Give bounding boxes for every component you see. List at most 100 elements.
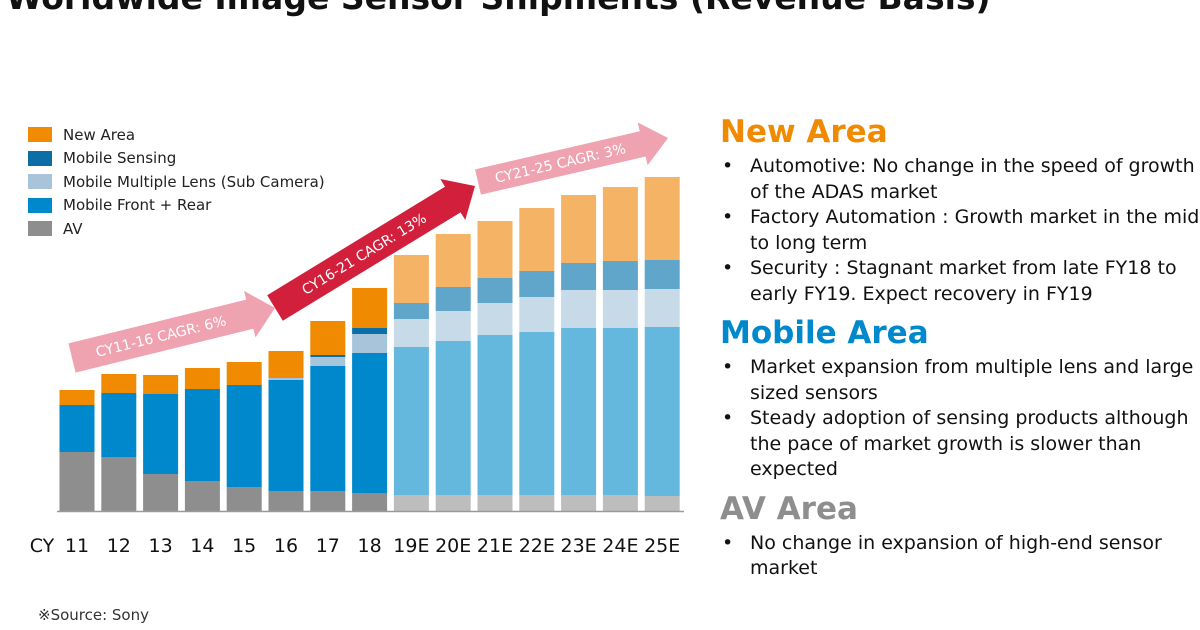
- legend-item: Mobile Sensing: [28, 147, 325, 171]
- bar-segment-new-area: [393, 255, 429, 303]
- x-tick-label: 23E: [561, 535, 597, 557]
- bar-segment-new-area: [435, 234, 471, 287]
- bar-segment-new-area: [352, 288, 388, 328]
- bar-segment-mobile-front-rear: [602, 328, 638, 495]
- bar-segment-mobile-multiple-lens-sub-camera-: [352, 334, 388, 353]
- bar-segment-mobile-sensing: [561, 263, 597, 290]
- bar-segment-new-area: [143, 375, 179, 394]
- bar-segment-av: [226, 487, 262, 511]
- bar-segment-mobile-sensing: [602, 261, 638, 290]
- legend-label: New Area: [63, 125, 136, 144]
- bar-segment-new-area: [268, 351, 304, 378]
- bar-segment-mobile-multiple-lens-sub-camera-: [435, 311, 471, 341]
- legend-label: AV: [63, 219, 83, 238]
- bar-segment-mobile-sensing: [477, 278, 513, 303]
- x-tick-label: 11: [65, 535, 89, 557]
- page-title: Worldwide Image Sensor Shipments (Revenu…: [6, 0, 991, 17]
- bar-segment-new-area: [184, 368, 220, 389]
- bar-segment-av: [393, 495, 429, 511]
- bar-segment-mobile-front-rear: [310, 366, 346, 491]
- bar-segment-av: [310, 491, 346, 511]
- bar-segment-new-area: [101, 374, 137, 393]
- bar-segment-av: [59, 452, 95, 511]
- bar-segment-new-area: [561, 195, 597, 263]
- bar-segment-mobile-front-rear: [477, 335, 513, 495]
- x-tick-label: 17: [316, 535, 340, 557]
- legend-swatch: [28, 174, 52, 190]
- bar-segment-mobile-front-rear: [519, 332, 555, 495]
- bar-segment-av: [602, 495, 638, 511]
- bullet-item: Steady adoption of sensing products alth…: [720, 406, 1200, 483]
- x-tick-label: 13: [149, 535, 173, 557]
- legend-item: Mobile Front + Rear: [28, 194, 325, 218]
- x-tick-label: 22E: [519, 535, 555, 557]
- bar-segment-av: [644, 496, 680, 511]
- bullet-list: No change in expansion of high-end senso…: [720, 531, 1200, 582]
- bullet-item: No change in expansion of high-end senso…: [720, 531, 1200, 582]
- legend-label: Mobile Multiple Lens (Sub Camera): [63, 172, 325, 191]
- bar-segment-mobile-front-rear: [184, 389, 220, 481]
- bar-segment-av: [435, 495, 471, 511]
- bar-segment-mobile-front-rear: [143, 394, 179, 474]
- bullet-item: Factory Automation : Growth market in th…: [720, 205, 1200, 256]
- legend-item: Mobile Multiple Lens (Sub Camera): [28, 170, 325, 194]
- bar-segment-mobile-multiple-lens-sub-camera-: [602, 290, 638, 328]
- bar-segment-new-area: [226, 362, 262, 385]
- section-title: AV Area: [720, 490, 858, 527]
- legend-swatch: [28, 221, 52, 237]
- bar-segment-av: [101, 457, 137, 511]
- bullet-item: Market expansion from multiple lens and …: [720, 355, 1200, 406]
- bar-segment-mobile-front-rear: [435, 341, 471, 495]
- section-title: Mobile Area: [720, 315, 929, 351]
- bar-segment-mobile-multiple-lens-sub-camera-: [268, 378, 304, 380]
- legend-swatch: [28, 127, 52, 143]
- legend-label: Mobile Front + Rear: [63, 196, 212, 215]
- bar-segment-mobile-sensing: [519, 271, 555, 297]
- stacked-bar-chart: CY11-16 CAGR: 6%CY16-21 CAGR: 13%CY21-25…: [30, 122, 684, 557]
- bar-segment-mobile-front-rear: [59, 405, 95, 452]
- legend-item: New Area: [28, 123, 325, 147]
- bar-segment-mobile-multiple-lens-sub-camera-: [310, 357, 346, 366]
- bar-segment-mobile-sensing: [310, 355, 346, 357]
- x-axis-prefix: CY: [30, 535, 55, 557]
- bullet-list: Automotive: No change in the speed of gr…: [720, 154, 1200, 307]
- legend-swatch: [28, 197, 52, 213]
- bar-segment-new-area: [477, 221, 513, 278]
- x-tick-label: 15: [232, 535, 256, 557]
- bar-segment-mobile-sensing: [644, 260, 680, 289]
- legend-label: Mobile Sensing: [63, 149, 177, 168]
- bar-segment-av: [477, 495, 513, 511]
- bar-segment-mobile-multiple-lens-sub-camera-: [519, 297, 555, 332]
- source-note: ※Source: Sony: [38, 606, 149, 624]
- cagr-arrow: CY21-25 CAGR: 3%: [475, 122, 668, 195]
- bar-segment-mobile-sensing: [352, 328, 388, 334]
- legend-item: AV: [28, 217, 325, 241]
- bar-segment-mobile-multiple-lens-sub-camera-: [644, 289, 680, 327]
- bar-segment-av: [352, 493, 388, 511]
- legend-swatch: [28, 150, 52, 166]
- x-tick-label: 19E: [393, 535, 429, 557]
- bullet-list: Market expansion from multiple lens and …: [720, 355, 1200, 483]
- bar-segment-mobile-multiple-lens-sub-camera-: [393, 319, 429, 347]
- bar-segment-av: [519, 495, 555, 511]
- bar-segment-av: [561, 495, 597, 511]
- bar-segment-mobile-front-rear: [268, 380, 304, 491]
- x-tick-label: 14: [190, 535, 214, 557]
- x-tick-label: 20E: [435, 535, 471, 557]
- x-tick-label: 12: [107, 535, 131, 557]
- bullet-item: Security : Stagnant market from late FY1…: [720, 256, 1200, 307]
- bar-segment-mobile-multiple-lens-sub-camera-: [561, 290, 597, 328]
- bar-segment-new-area: [519, 208, 555, 271]
- bar-segment-mobile-front-rear: [561, 328, 597, 495]
- section-title: New Area: [720, 114, 888, 150]
- bar-segment-mobile-front-rear: [352, 353, 388, 493]
- x-tick-label: 25E: [644, 535, 680, 557]
- bar-segment-mobile-sensing: [393, 303, 429, 319]
- bar-segment-new-area: [644, 177, 680, 260]
- bullet-item: Automotive: No change in the speed of gr…: [720, 154, 1200, 205]
- bar-segment-mobile-sensing: [435, 287, 471, 311]
- commentary-panel: New Area Automotive: No change in the spe…: [720, 112, 1200, 586]
- bar-segment-av: [184, 481, 220, 511]
- bar-segment-mobile-front-rear: [101, 393, 137, 457]
- x-tick-label: 16: [274, 535, 298, 557]
